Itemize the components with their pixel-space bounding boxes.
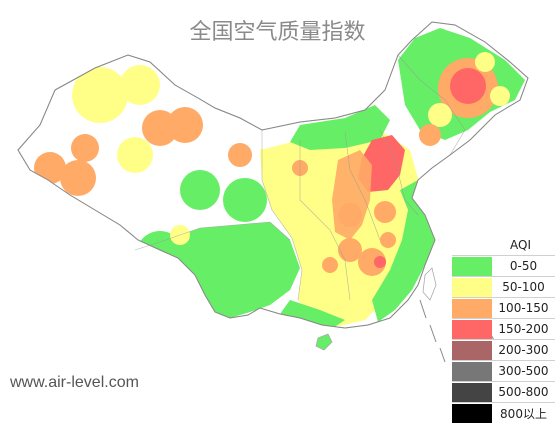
aqi-blob bbox=[60, 160, 96, 196]
aqi-blob bbox=[338, 238, 362, 262]
aqi-coverage bbox=[34, 28, 525, 328]
aqi-blob bbox=[374, 201, 396, 223]
aqi-blob bbox=[358, 248, 386, 276]
island-hainan bbox=[315, 333, 333, 351]
aqi-blob bbox=[72, 67, 128, 123]
aqi-blob bbox=[380, 232, 396, 248]
aqi-region-green-south bbox=[280, 300, 345, 328]
china-aqi-map bbox=[17, 21, 529, 363]
aqi-blob bbox=[450, 68, 486, 104]
legend-item: 300-500 bbox=[452, 360, 555, 381]
legend-item: 0-50 bbox=[452, 255, 555, 276]
legend-item: 200-300 bbox=[452, 339, 555, 360]
aqi-blob bbox=[34, 152, 66, 184]
aqi-blob bbox=[223, 178, 267, 222]
legend-swatch bbox=[452, 319, 492, 339]
legend-label: 50-100 bbox=[502, 280, 545, 294]
legend-item: 800以上 bbox=[452, 402, 555, 423]
aqi-blob bbox=[117, 137, 153, 173]
legend-swatch bbox=[452, 340, 492, 360]
legend-item: 50-100 bbox=[452, 276, 555, 297]
aqi-blob bbox=[180, 170, 220, 210]
aqi-blob bbox=[71, 134, 99, 162]
legend-item: 150-200 bbox=[452, 318, 555, 339]
aqi-blob bbox=[490, 86, 510, 106]
legend-item: 500-800 bbox=[452, 381, 555, 402]
site-watermark: www.air-level.com bbox=[10, 374, 139, 391]
aqi-legend: AQI 0-50 50-100 100-150 150-200 200-300 300-5… bbox=[452, 235, 555, 423]
aqi-blob bbox=[322, 257, 338, 273]
legend-swatch bbox=[452, 256, 492, 276]
island-taiwan bbox=[422, 267, 437, 301]
aqi-blob bbox=[419, 124, 441, 146]
legend-label: 200-300 bbox=[498, 343, 549, 357]
aqi-blob bbox=[338, 203, 362, 227]
legend-item: 100-150 bbox=[452, 297, 555, 318]
aqi-blob bbox=[228, 143, 252, 167]
aqi-blob bbox=[120, 65, 160, 105]
aqi-region-green-north bbox=[290, 105, 390, 150]
legend-label: 150-200 bbox=[498, 322, 549, 336]
legend-swatch bbox=[452, 277, 492, 297]
legend-label: 300-500 bbox=[498, 364, 549, 378]
aqi-blob bbox=[374, 256, 386, 268]
aqi-blob bbox=[428, 103, 452, 127]
legend-label: 0-50 bbox=[509, 259, 538, 273]
china-border bbox=[17, 21, 529, 329]
aqi-region-green-east bbox=[372, 180, 435, 322]
legend-label: 800以上 bbox=[500, 406, 547, 421]
legend-label: 500-800 bbox=[498, 385, 549, 399]
aqi-blob bbox=[475, 52, 495, 72]
map-title: 全国空气质量指数 bbox=[189, 20, 366, 45]
legend-swatch bbox=[452, 382, 492, 402]
legend-swatch bbox=[452, 403, 492, 423]
legend-swatch bbox=[452, 298, 492, 318]
legend-label: 100-150 bbox=[498, 301, 549, 315]
legend-title: AQI bbox=[510, 238, 531, 252]
legend-swatch bbox=[452, 361, 492, 381]
aqi-blob bbox=[167, 107, 203, 143]
